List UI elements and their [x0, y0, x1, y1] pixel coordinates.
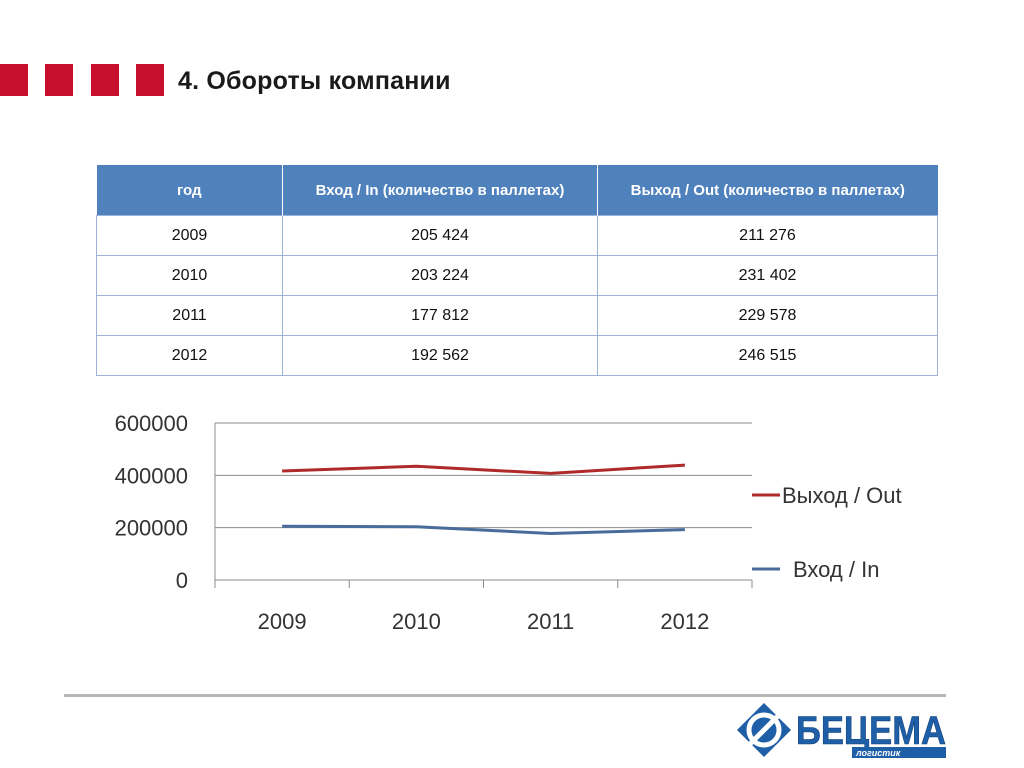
becema-logo: БЕЦЕМА логистик — [737, 703, 946, 758]
logo-subtext: логистик — [855, 748, 901, 758]
cell-out: 229 578 — [597, 295, 938, 336]
footer-divider — [64, 694, 946, 697]
cell-year: 2011 — [96, 295, 283, 336]
legend-label-out: Выход / Out — [782, 483, 902, 508]
cell-in: 192 562 — [282, 335, 598, 376]
cell-out: 246 515 — [597, 335, 938, 376]
cell-year: 2012 — [96, 335, 283, 376]
header-out: Выход / Out (количество в паллетах) — [597, 165, 938, 216]
cell-year: 2009 — [96, 215, 283, 256]
header-in: Вход / In (количество в паллетах) — [282, 165, 598, 216]
y-tick-label: 200000 — [115, 516, 188, 541]
cell-out: 211 276 — [597, 215, 938, 256]
series-line-in — [282, 524, 685, 535]
red-square — [0, 64, 28, 96]
y-tick-label: 600000 — [115, 411, 188, 436]
table-row: 2009 205 424 211 276 — [96, 215, 938, 256]
x-tick-label: 2011 — [527, 609, 574, 634]
cell-in: 205 424 — [282, 215, 598, 256]
logo-wordmark: БЕЦЕМА — [796, 709, 946, 753]
x-tick-label: 2012 — [660, 609, 709, 634]
cell-in: 203 224 — [282, 255, 598, 296]
cell-year: 2010 — [96, 255, 283, 296]
red-square — [136, 64, 164, 96]
x-tick-label: 2009 — [258, 609, 307, 634]
cell-out: 231 402 — [597, 255, 938, 296]
x-tick-label: 2010 — [392, 609, 441, 634]
table-header-row: год Вход / In (количество в паллетах) Вы… — [96, 165, 938, 216]
legend-label-in: Вход / In — [793, 557, 879, 582]
turnover-line-chart: 0 200000 400000 600000 2009 2010 2011 2012 Выход… — [115, 411, 902, 634]
turnover-table: год Вход / In (количество в паллетах) Вы… — [96, 165, 938, 376]
red-square — [45, 64, 73, 96]
y-tick-label: 0 — [176, 568, 188, 593]
y-tick-label: 400000 — [115, 463, 188, 488]
red-square — [91, 64, 119, 96]
series-line-out — [282, 463, 685, 475]
logo-emblem-icon — [737, 703, 791, 757]
header-year: год — [96, 165, 283, 216]
page-title: 4. Обороты компании — [178, 67, 451, 95]
table-row: 2010 203 224 231 402 — [96, 255, 938, 296]
table-row: 2011 177 812 229 578 — [96, 295, 938, 336]
table-row: 2012 192 562 246 515 — [96, 335, 938, 376]
cell-in: 177 812 — [282, 295, 598, 336]
